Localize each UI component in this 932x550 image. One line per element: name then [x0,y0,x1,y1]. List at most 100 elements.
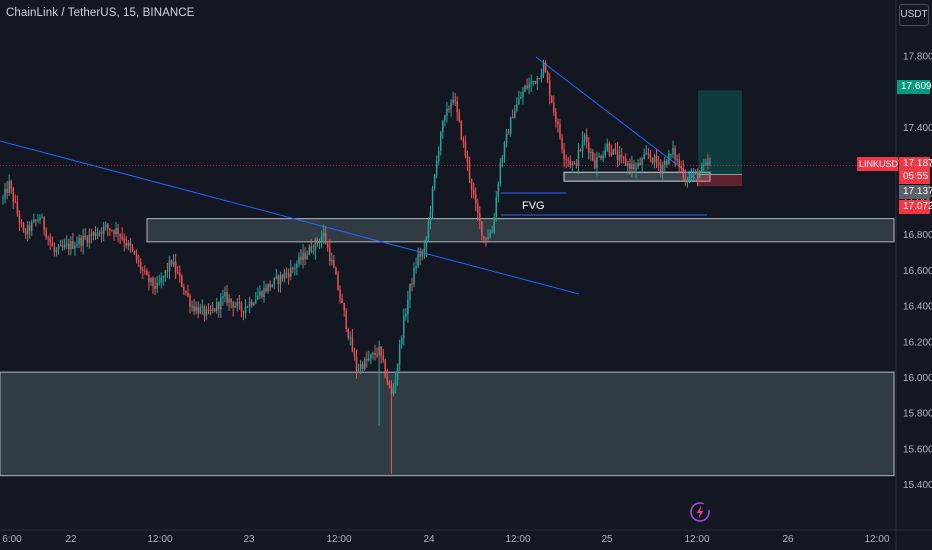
candle-body [199,307,202,314]
candle-body [2,197,4,199]
candle-body [633,164,635,170]
candle-body [639,163,641,166]
candle-body [68,243,70,250]
candle-body [339,289,341,299]
candle-body [493,217,495,233]
candle-body [635,167,637,170]
candle-body [598,156,600,158]
candle-body [183,286,185,291]
candle-body [86,237,89,243]
x-tick-label: 24 [423,534,435,545]
candle-body [72,241,74,249]
candle-body [43,217,45,230]
candle-body [236,301,239,307]
candle-body [378,346,380,356]
y-tick-label: 16.000 [903,373,932,384]
candle-body [152,277,154,286]
candle-body [109,228,111,231]
candle-body [304,252,306,259]
candle-body [234,306,236,308]
trendline-layer[interactable] [0,56,896,295]
candle-body [569,160,571,166]
candle-body [195,306,197,312]
candle-body [55,249,58,252]
candle-body [129,242,132,247]
candle-body [357,369,360,371]
candle-body [8,181,10,193]
candle-body [458,112,461,121]
candle-body [688,175,691,181]
candle-body [707,162,709,165]
candle-body [483,235,485,239]
candle-body [372,352,374,355]
candle-body [392,387,395,394]
candle-body [296,263,298,268]
candle-body [514,111,516,119]
candle-body [191,306,193,308]
lightning-bolt-icon[interactable] [689,501,711,523]
candle-body [287,273,290,277]
candle-body [386,376,389,383]
candle-body [431,188,434,212]
candle-body [511,117,514,119]
candle-body [137,260,140,263]
entry-price-tag: 17.137 [899,185,932,199]
candle-body [610,152,613,155]
candle-body [211,308,214,311]
candle-body [666,160,668,165]
candle-body [28,225,31,231]
candle-body [105,224,107,227]
candle-body [618,154,621,161]
x-tick-label: 25 [601,534,613,545]
candle-body [651,157,654,163]
candle-body [645,153,648,155]
candle-body [596,157,598,169]
candle-body [310,246,313,252]
candle-body [244,307,247,313]
candle-body [550,96,553,104]
candle-body [450,102,452,110]
candle-body [90,234,93,236]
candle-body [579,150,582,152]
candle-body [452,99,454,103]
candle-body [674,148,676,160]
candle-body [653,155,656,163]
candle-body [594,160,596,169]
candle-body [162,276,165,278]
candle-body [271,284,273,288]
wedge-trendline [535,56,698,181]
fvg-label: FVG [522,200,545,212]
candle-body [306,254,308,259]
stop-area [698,174,742,187]
candle-body [125,242,128,246]
candle-body [80,237,82,246]
candle-body [351,336,354,352]
candle-body [690,175,693,177]
candle-body [479,213,481,222]
candle-body [215,302,218,311]
time-axis[interactable]: 6:00 22 12:00 23 12:00 24 12:00 25 12:00 26 12:00 [0,529,932,545]
candle-body [121,236,123,239]
y-tick-label: 16.800 [903,230,932,241]
candle-body [694,171,697,173]
candle-body [197,306,199,314]
candle-body [160,277,163,283]
candle-body [123,238,126,243]
candle-body [316,239,319,243]
candle-body [528,84,530,89]
y-tick-label: 17.400 [903,123,932,134]
currency-button[interactable]: USDT [899,4,929,26]
candle-body [427,221,430,238]
candle-body [495,197,498,218]
candle-body [456,101,458,113]
long-position-tool[interactable] [698,90,742,187]
candle-body [113,230,115,234]
candle-body [538,77,541,79]
candle-body [320,237,323,243]
y-tick-label: 16.400 [903,302,932,313]
candle-body [205,309,208,316]
candle-body [532,80,534,82]
candle-body [659,165,662,172]
candle-body [35,219,37,221]
